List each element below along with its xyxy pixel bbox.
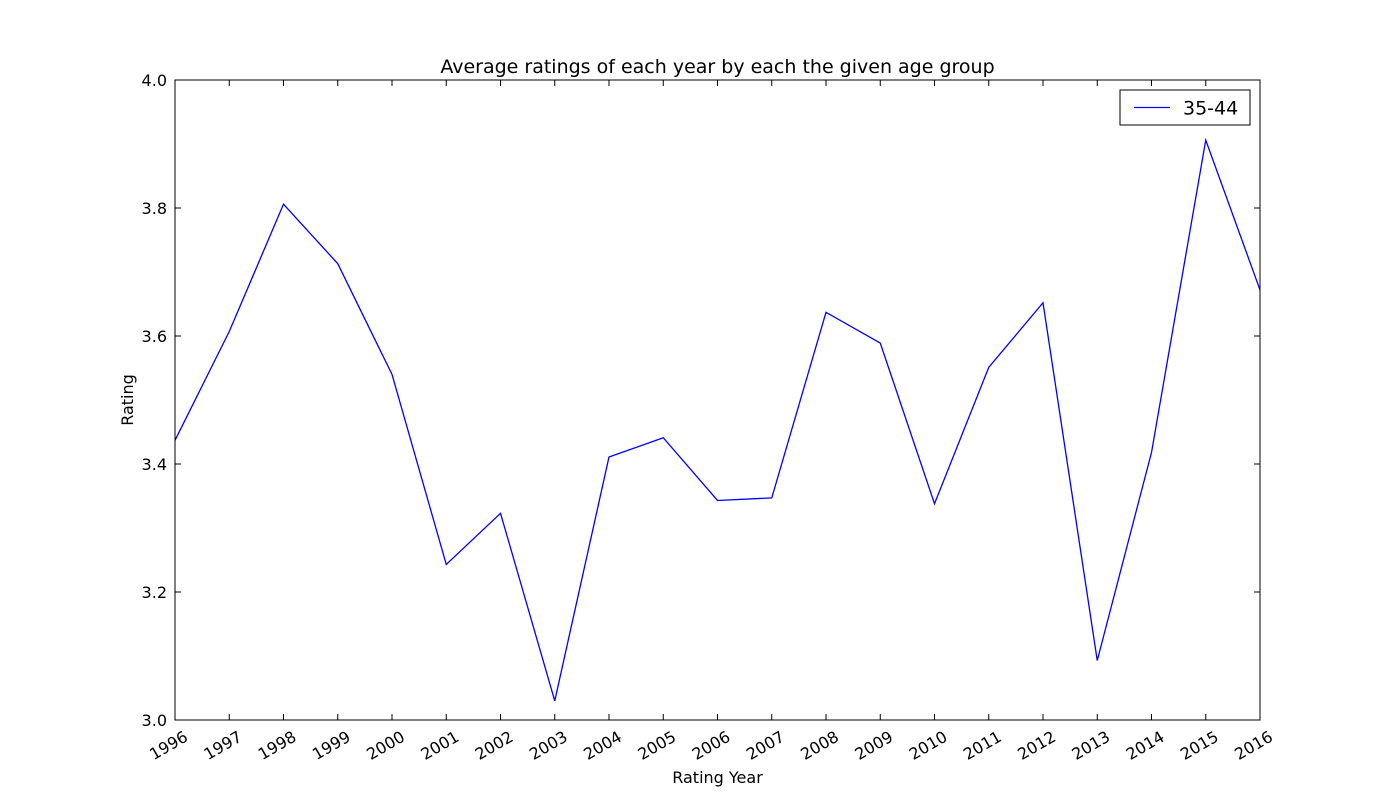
- y-axis-title: Rating: [118, 374, 137, 426]
- y-tick-label: 3.6: [142, 327, 167, 346]
- legend-label: 35-44: [1183, 98, 1238, 120]
- y-axis-ticks: 3.0 3.2 3.4 3.6 3.8 4.0: [142, 71, 1260, 730]
- x-axis-title: Rating Year: [672, 768, 763, 787]
- legend: 35-44: [1119, 89, 1251, 126]
- series-layer: [174, 137, 1261, 701]
- chart-title: Average ratings of each year by each the…: [440, 56, 994, 78]
- plot-area-frame: [174, 79, 1261, 721]
- y-tick-label: 3.0: [142, 711, 167, 730]
- y-tick-label: 4.0: [142, 71, 167, 90]
- series-line-35-44: [174, 137, 1261, 701]
- y-tick-label: 3.4: [142, 455, 167, 474]
- y-tick-label: 3.8: [142, 199, 167, 218]
- y-tick-label: 3.2: [142, 583, 167, 602]
